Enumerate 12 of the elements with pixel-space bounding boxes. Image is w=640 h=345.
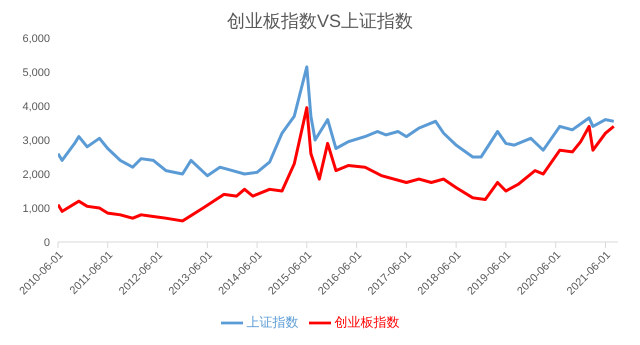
y-tick-label: 6,000 — [22, 32, 50, 45]
y-tick-label: 0 — [44, 236, 50, 249]
y-tick-label: 3,000 — [22, 134, 50, 147]
line-series — [58, 106, 616, 222]
y-tick-label: 5,000 — [22, 66, 50, 79]
y-tick-label: 2,000 — [22, 168, 50, 181]
line-series — [58, 65, 616, 178]
chart-title: 创业板指数VS上证指数 — [226, 10, 414, 33]
y-tick-label: 1,000 — [22, 202, 50, 215]
y-tick-label: 4,000 — [22, 100, 50, 113]
legend-label: 上证指数 — [246, 314, 298, 330]
legend-label: 创业板指数 — [334, 314, 400, 330]
